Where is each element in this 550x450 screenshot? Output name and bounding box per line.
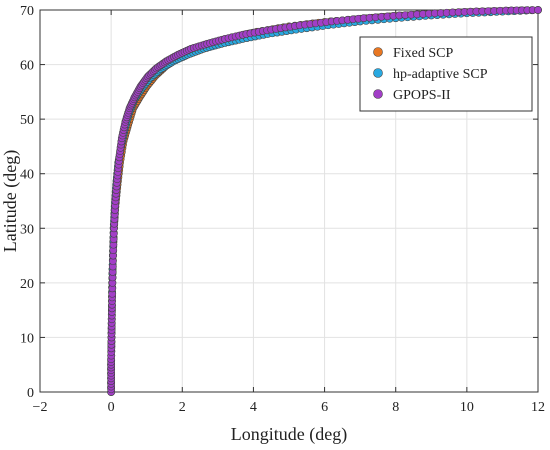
- y-tick-label: 60: [20, 59, 34, 74]
- x-tick-label: 8: [392, 400, 399, 415]
- series-layer: [107, 6, 542, 396]
- legend: Fixed SCP hp-adaptive SCP GPOPS-II: [359, 36, 533, 112]
- y-tick-label: 10: [20, 331, 34, 346]
- series-gpops-ii: [107, 6, 542, 396]
- x-tick-label: 2: [179, 400, 186, 415]
- x-tick-label: −2: [33, 400, 48, 415]
- x-tick-label: 6: [321, 400, 328, 415]
- x-axis-label: Longitude (deg): [231, 424, 347, 445]
- legend-label: GPOPS-II: [393, 88, 451, 103]
- y-tick-label: 20: [20, 277, 34, 292]
- y-tick-label: 40: [20, 168, 34, 183]
- x-tick-label: 0: [108, 400, 115, 415]
- y-tick-label: 0: [27, 386, 34, 401]
- legend-label: hp-adaptive SCP: [393, 67, 488, 82]
- legend-marker: [373, 68, 383, 78]
- y-axis-label: Latitude (deg): [0, 150, 21, 252]
- legend-label: Fixed SCP: [393, 46, 454, 61]
- x-tick-label: 10: [460, 400, 474, 415]
- x-tick-label: 12: [531, 400, 545, 415]
- legend-marker: [373, 47, 383, 57]
- plot-frame: [39, 9, 539, 393]
- y-tick-label: 30: [20, 222, 34, 237]
- data-point: [534, 6, 542, 14]
- x-tick-label: 4: [250, 400, 257, 415]
- legend-box: [359, 36, 533, 112]
- y-tick-label: 50: [20, 113, 34, 128]
- y-tick-label: 70: [20, 4, 34, 19]
- legend-marker: [373, 89, 383, 99]
